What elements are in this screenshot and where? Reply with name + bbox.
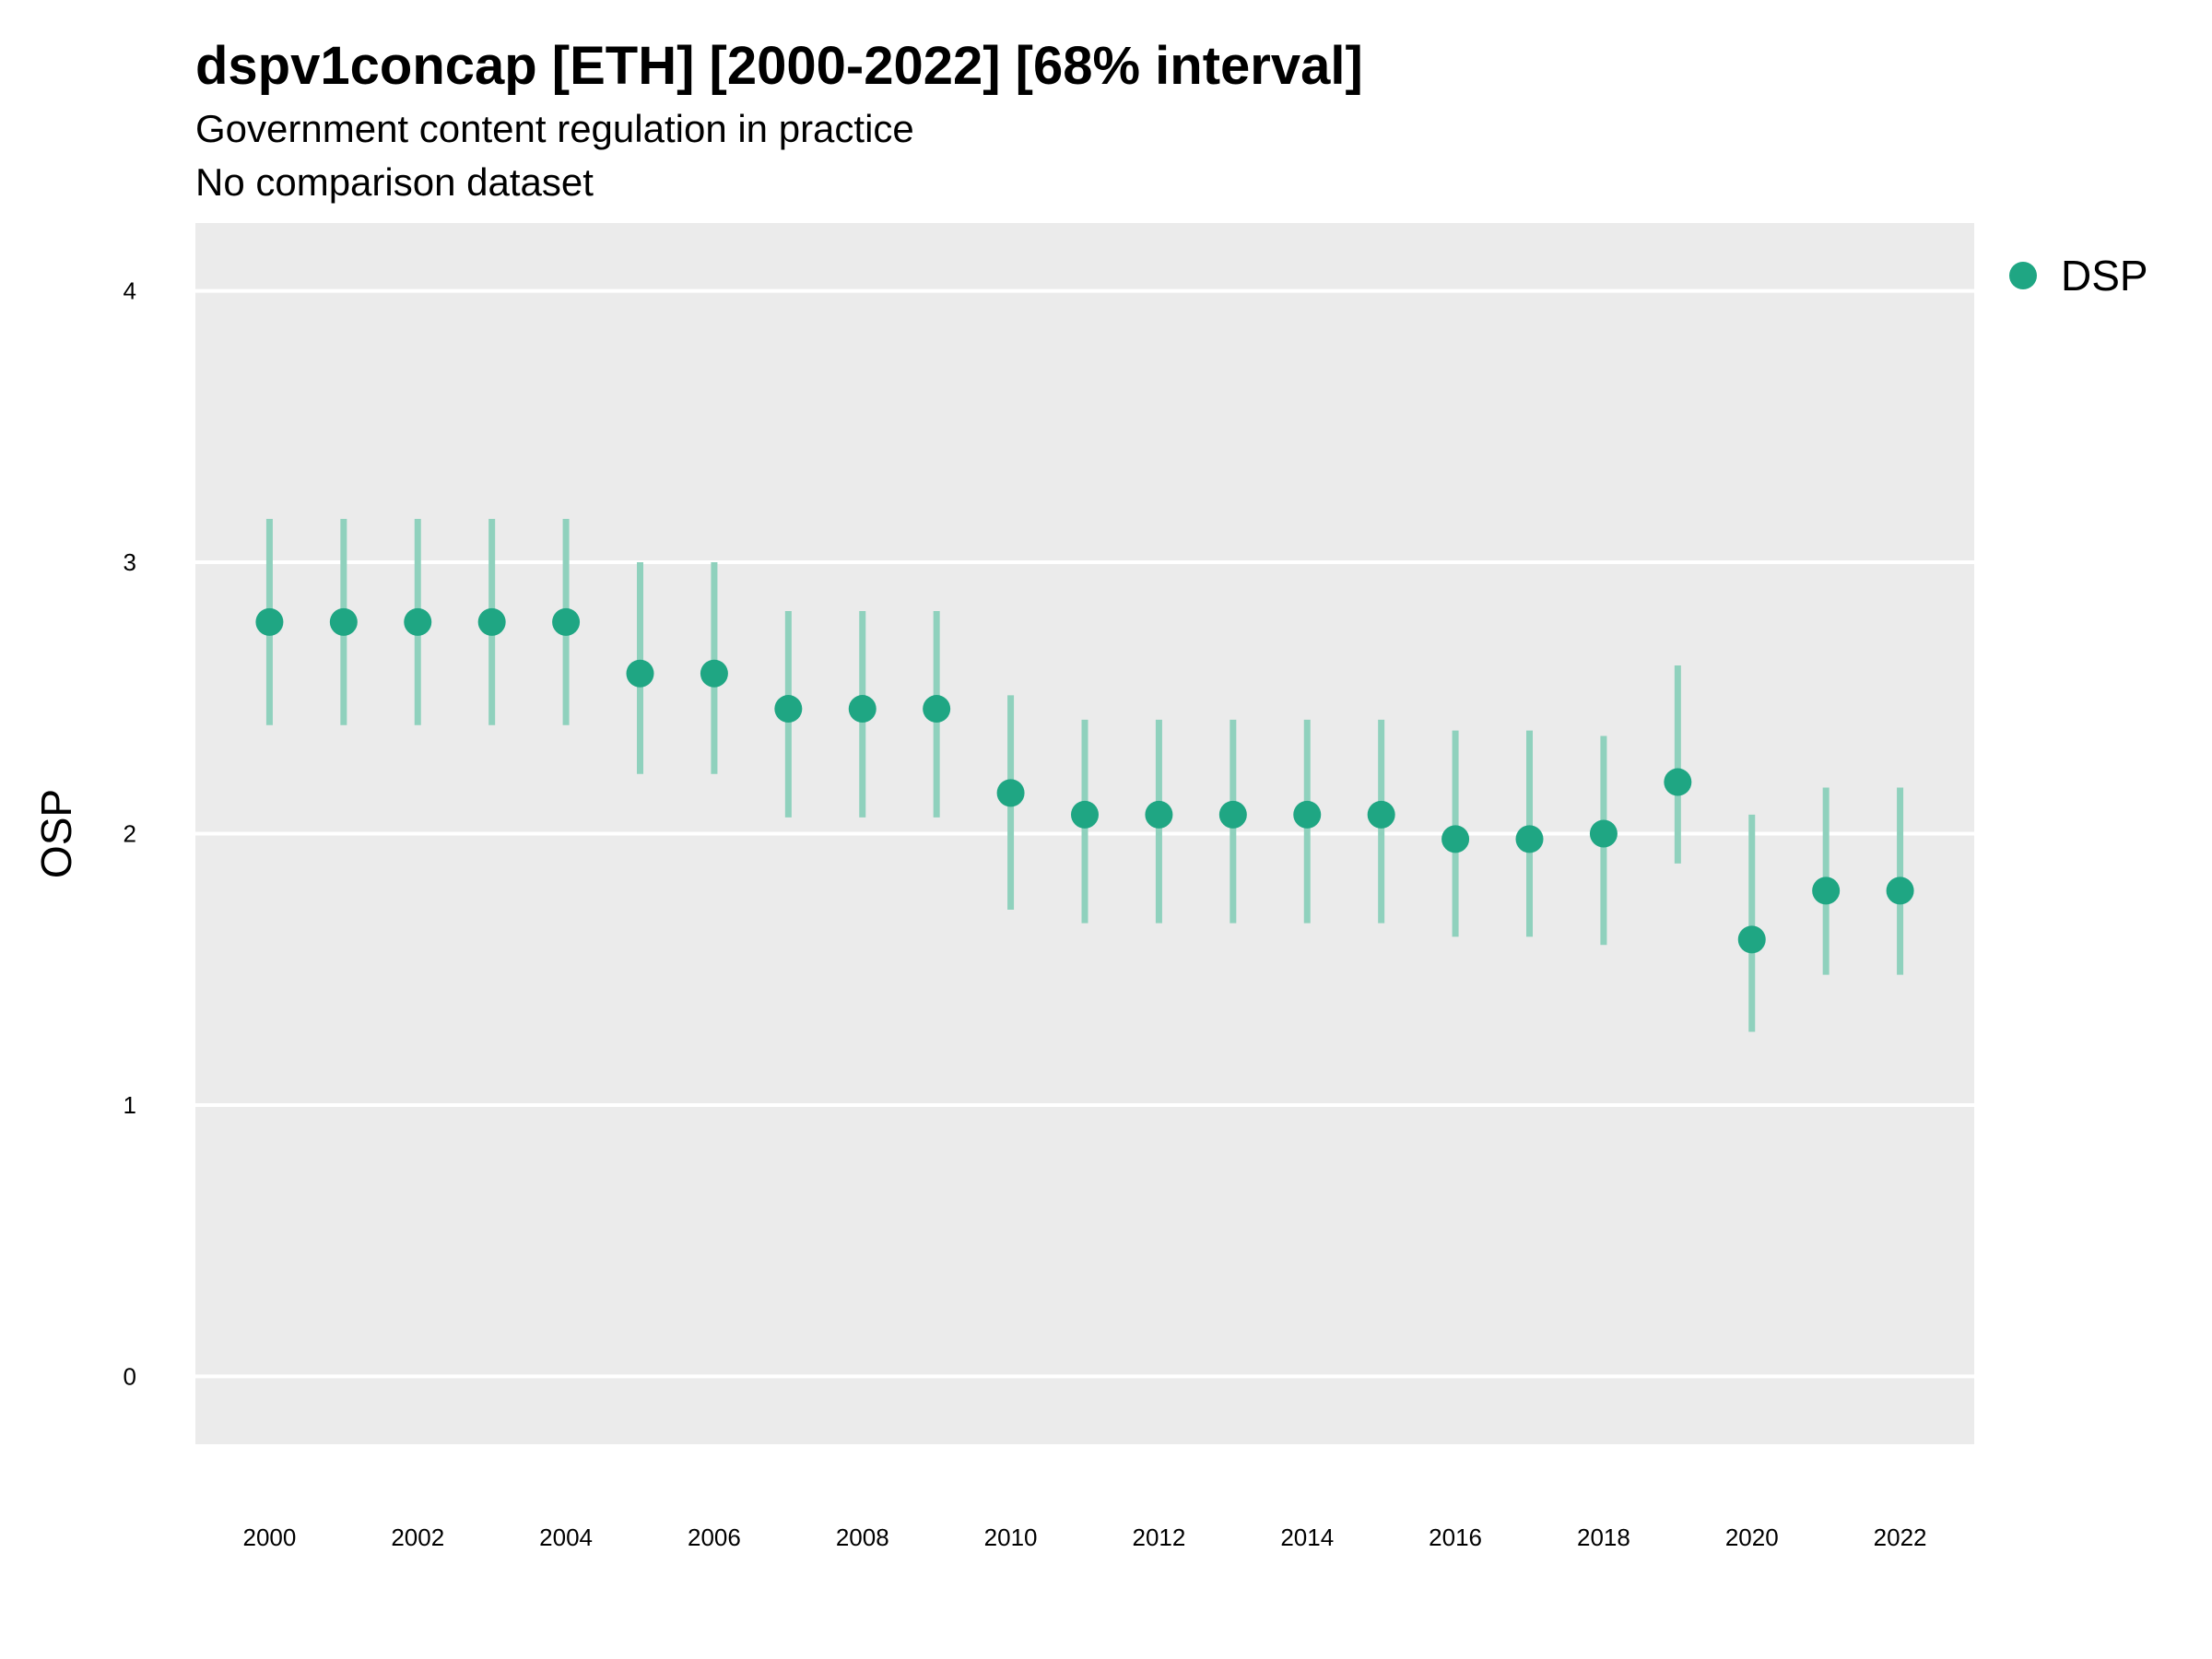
x-tick-label-2004: 2004 (539, 1524, 593, 1551)
chart-title: dspv1concap [ETH] [2000-2022] [68% inter… (195, 36, 1363, 96)
x-tick-label-2012: 2012 (1132, 1524, 1185, 1551)
data-point-2016 (1441, 825, 1470, 853)
data-point-2001 (329, 607, 358, 636)
data-point-2000 (255, 607, 284, 636)
legend-key-dsp (2009, 262, 2037, 289)
x-tick-label-2014: 2014 (1280, 1524, 1334, 1551)
legend: DSP (2009, 251, 2148, 300)
data-point-2004 (552, 607, 581, 636)
y-tick-label-2: 2 (124, 820, 136, 848)
x-tick-label-2002: 2002 (391, 1524, 444, 1551)
data-point-2003 (477, 607, 506, 636)
data-point-2007 (774, 695, 803, 724)
data-point-2014 (1293, 800, 1322, 829)
x-tick-label-2000: 2000 (242, 1524, 296, 1551)
data-point-2008 (848, 695, 877, 724)
data-point-2006 (700, 659, 728, 688)
chart-caption: No comparison dataset (195, 160, 594, 204)
data-point-2009 (923, 695, 951, 724)
chart-subtitle: Government content regulation in practic… (195, 107, 914, 150)
x-tick-label-2006: 2006 (688, 1524, 741, 1551)
data-point-2013 (1218, 800, 1247, 829)
y-tick-label-3: 3 (124, 548, 136, 576)
data-point-2011 (1071, 800, 1099, 829)
data-points (255, 607, 1914, 954)
x-tick-label-2018: 2018 (1577, 1524, 1630, 1551)
legend-label-dsp: DSP (2061, 252, 2148, 300)
data-point-2015 (1367, 800, 1395, 829)
y-tick-label-1: 1 (124, 1091, 136, 1119)
data-point-2012 (1145, 800, 1173, 829)
data-point-2002 (404, 607, 432, 636)
y-tick-label-0: 0 (124, 1362, 136, 1390)
x-tick-label-2022: 2022 (1874, 1524, 1927, 1551)
data-point-2017 (1515, 825, 1544, 853)
x-tick-labels: 2000 2002 2004 2006 2008 2010 2012 2014 2016 2018… (242, 1524, 1926, 1551)
x-tick-label-2020: 2020 (1725, 1524, 1779, 1551)
data-point-2018 (1589, 819, 1618, 848)
data-point-2020 (1737, 925, 1766, 954)
x-tick-label-2008: 2008 (836, 1524, 889, 1551)
y-axis-label: OSP (32, 789, 80, 878)
y-tick-label-4: 4 (124, 277, 136, 305)
x-tick-label-2010: 2010 (984, 1524, 1038, 1551)
data-point-2010 (996, 779, 1025, 807)
data-point-2019 (1664, 768, 1692, 796)
y-tick-labels: 0 1 2 3 4 (124, 277, 136, 1391)
data-point-2022 (1886, 877, 1914, 905)
data-point-2005 (626, 659, 654, 688)
data-point-2021 (1812, 877, 1841, 905)
x-tick-label-2016: 2016 (1429, 1524, 1482, 1551)
